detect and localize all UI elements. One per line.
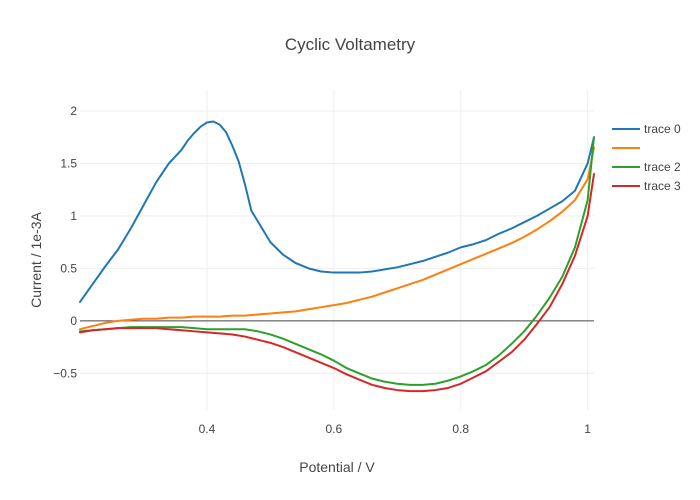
legend-item-0[interactable]: trace 0 bbox=[612, 122, 681, 136]
legend-item-2[interactable]: trace 2 bbox=[612, 160, 681, 174]
gridlines bbox=[80, 90, 594, 410]
x-tick-label: 1 bbox=[584, 422, 591, 436]
series-line-3[interactable] bbox=[79, 172, 595, 393]
x-tick-label: 0.8 bbox=[452, 422, 469, 436]
y-tick-label: −0.5 bbox=[53, 366, 77, 380]
series-lines bbox=[79, 120, 595, 393]
series-line-1[interactable] bbox=[79, 146, 595, 331]
y-tick-label: 0.5 bbox=[60, 261, 77, 275]
y-tick-label: 1.5 bbox=[60, 156, 77, 170]
x-tick-label: 0.4 bbox=[199, 422, 216, 436]
legend-item-3[interactable]: trace 3 bbox=[612, 179, 681, 193]
x-tick-labels: 0.4 0.6 0.8 1 bbox=[199, 422, 592, 436]
x-axis-label: Potential / V bbox=[299, 459, 375, 475]
y-tick-label: 0 bbox=[70, 314, 77, 328]
legend-label: trace 3 bbox=[644, 179, 681, 193]
legend[interactable]: trace 0 trace 2 trace 3 bbox=[612, 122, 681, 193]
legend-label: trace 2 bbox=[644, 160, 681, 174]
y-axis-label: Current / 1e-3A bbox=[28, 211, 44, 307]
series-line-0[interactable] bbox=[79, 120, 595, 303]
y-tick-labels: −0.5 0 0.5 1 1.5 2 bbox=[53, 104, 77, 380]
x-tick-label: 0.6 bbox=[325, 422, 342, 436]
series-line-2[interactable] bbox=[79, 136, 595, 386]
legend-label: trace 0 bbox=[644, 122, 681, 136]
chart-title: Cyclic Voltametry bbox=[285, 35, 416, 54]
y-tick-label: 1 bbox=[70, 209, 77, 223]
y-tick-label: 2 bbox=[70, 104, 77, 118]
